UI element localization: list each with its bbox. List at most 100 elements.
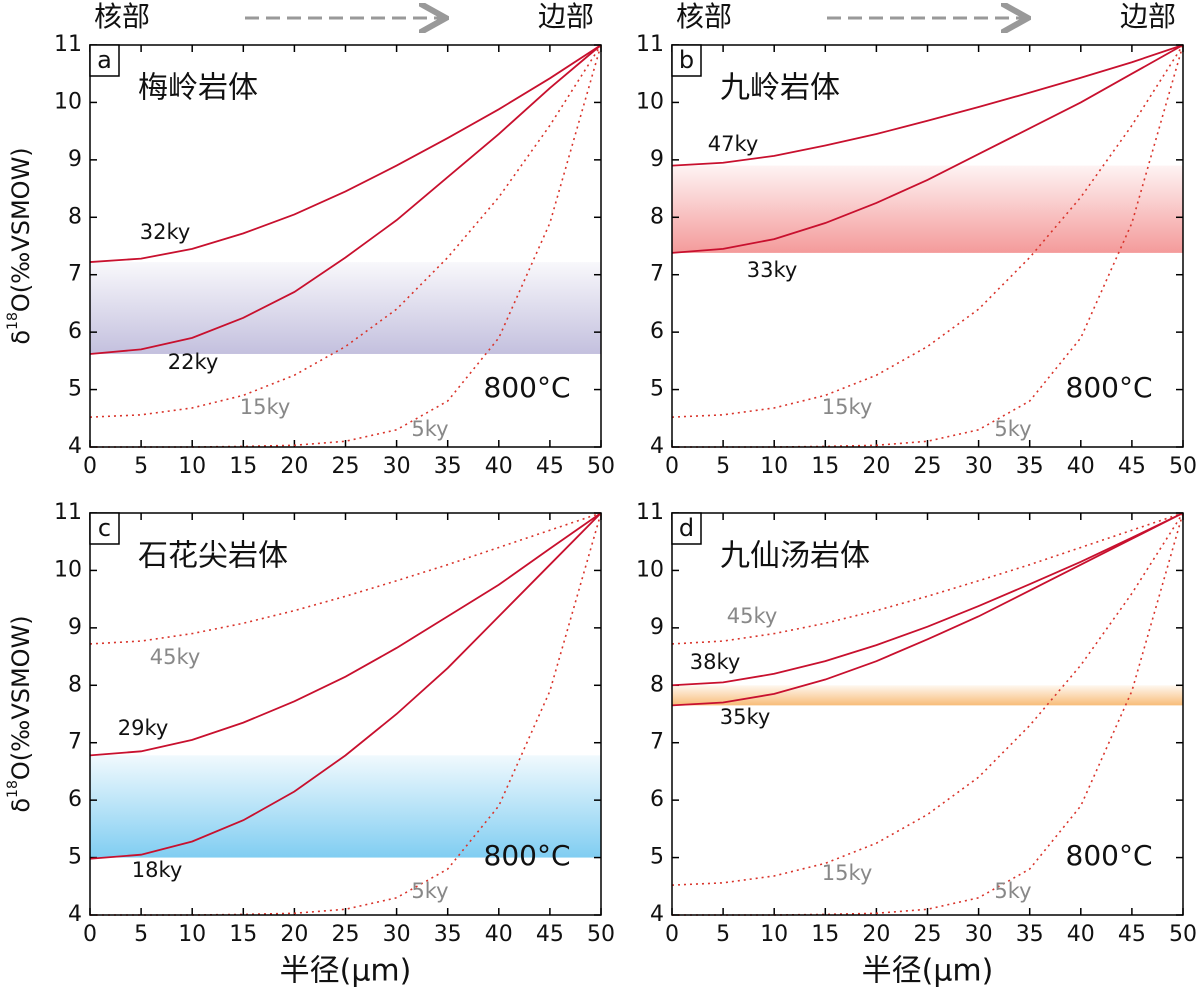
curve: [671, 44, 1184, 254]
x-tick-label: 25: [914, 922, 942, 947]
y-tick-label: 7: [650, 730, 664, 755]
curve-label: 5ky: [411, 879, 448, 903]
x-tick-label: 30: [383, 454, 411, 479]
y-axis-rest: O(‰VSMOW): [7, 147, 35, 312]
rim-label: 边部: [538, 0, 594, 33]
curve: [671, 512, 1184, 687]
x-tick-label: 20: [280, 922, 308, 947]
x-tick-label: 40: [1067, 922, 1095, 947]
panel-letter: b: [679, 46, 694, 74]
range-band: [90, 755, 601, 858]
y-tick-label: 5: [650, 845, 664, 870]
curve-label: 29ky: [118, 716, 169, 740]
x-tick-label: 15: [811, 922, 839, 947]
curve: [671, 44, 1184, 418]
range-band: [90, 262, 601, 354]
panel-letter-box: [89, 512, 120, 545]
y-tick-label: 7: [68, 730, 82, 755]
y-tick-label: 10: [54, 557, 82, 582]
x-tick-label: 5: [716, 454, 730, 479]
x-tick-label: 20: [862, 454, 890, 479]
y-tick-label: 5: [68, 845, 82, 870]
curve: [89, 44, 602, 355]
x-tick-label: 10: [178, 922, 206, 947]
curve: [671, 44, 1184, 167]
y-tick-label: 8: [68, 204, 82, 229]
plot-frame: [671, 44, 1184, 448]
curve: [89, 512, 602, 757]
y-tick-label: 11: [636, 500, 664, 525]
x-tick-label: 10: [178, 454, 206, 479]
panel-letter-box: [89, 44, 120, 77]
x-axis-label: 半径(μm): [862, 954, 994, 989]
y-tick-label: 4: [68, 902, 82, 927]
x-tick-label: 35: [434, 454, 462, 479]
temperature: 800°C: [1066, 839, 1153, 872]
x-tick-label: 50: [587, 922, 615, 947]
y-tick-label: 11: [54, 32, 82, 57]
temperature: 800°C: [1066, 371, 1153, 404]
panel-title: 石花尖岩体: [138, 539, 288, 574]
x-tick-label: 45: [1118, 922, 1146, 947]
y-axis-symbol: δ: [7, 330, 35, 345]
y-tick-label: 11: [54, 500, 82, 525]
core-label: 核部: [676, 0, 732, 33]
y-tick-label: 4: [650, 434, 664, 459]
x-tick-label: 15: [229, 922, 257, 947]
x-tick-label: 35: [434, 922, 462, 947]
curve-label: 5ky: [994, 879, 1031, 903]
y-axis-label: δ18O(‰VSMOW): [5, 615, 35, 812]
y-tick-label: 6: [68, 319, 82, 344]
y-tick-label: 10: [54, 89, 82, 114]
x-tick-label: 25: [332, 454, 360, 479]
y-tick-label: 9: [650, 615, 664, 640]
curve-label: 33ky: [747, 258, 798, 282]
x-tick-label: 0: [83, 922, 97, 947]
x-tick-label: 0: [83, 454, 97, 479]
panel-title: 九岭岩体: [720, 71, 840, 106]
x-tick-label: 10: [760, 454, 788, 479]
panel-letter: a: [97, 46, 112, 74]
plot-frame: [89, 44, 602, 448]
x-tick-label: 0: [665, 922, 679, 947]
rim-label: 边部: [1120, 0, 1176, 33]
x-tick-label: 35: [1016, 454, 1044, 479]
curve: [671, 512, 1184, 886]
x-tick-label: 25: [914, 454, 942, 479]
y-tick-label: 8: [68, 672, 82, 697]
y-tick-label: 4: [68, 434, 82, 459]
panel-letter-box: [671, 512, 702, 545]
panel-title: 九仙汤岩体: [720, 539, 870, 574]
y-tick-label: 6: [650, 787, 664, 812]
x-tick-label: 40: [485, 454, 513, 479]
plot-frame: [89, 512, 602, 916]
y-tick-label: 7: [650, 262, 664, 287]
range-band: [672, 165, 1183, 253]
x-tick-label: 0: [665, 454, 679, 479]
plot-frame: [671, 512, 1184, 916]
x-tick-label: 45: [536, 454, 564, 479]
y-tick-label: 7: [68, 262, 82, 287]
curve-label: 18ky: [132, 858, 183, 882]
x-tick-label: 15: [811, 454, 839, 479]
y-tick-label: 9: [650, 147, 664, 172]
y-tick-label: 9: [68, 147, 82, 172]
x-tick-label: 50: [1169, 922, 1197, 947]
y-tick-label: 6: [68, 787, 82, 812]
temperature: 800°C: [484, 839, 571, 872]
x-tick-label: 40: [1067, 454, 1095, 479]
x-tick-label: 50: [587, 454, 615, 479]
x-tick-label: 30: [965, 922, 993, 947]
y-tick-label: 8: [650, 672, 664, 697]
curve-label: 15ky: [240, 395, 291, 419]
curve-label: 38ky: [690, 650, 741, 674]
x-tick-label: 25: [332, 922, 360, 947]
x-tick-label: 45: [536, 922, 564, 947]
panel-title: 梅岭岩体: [138, 71, 258, 106]
y-tick-label: 10: [636, 557, 664, 582]
core-label: 核部: [94, 0, 150, 33]
x-tick-label: 45: [1118, 454, 1146, 479]
x-tick-label: 50: [1169, 454, 1197, 479]
panel-letter: d: [679, 514, 694, 542]
